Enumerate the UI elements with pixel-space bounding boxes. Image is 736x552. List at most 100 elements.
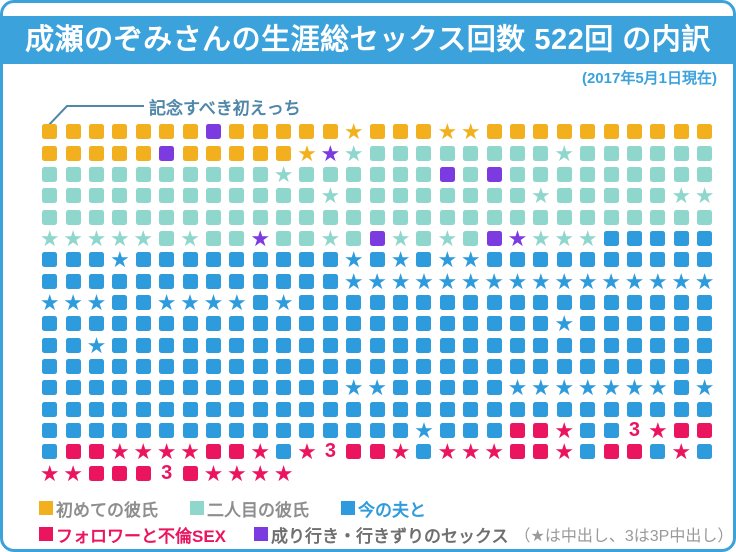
icon-square xyxy=(295,292,318,313)
icon-square xyxy=(85,121,108,142)
grid-row: ★ xyxy=(38,313,716,335)
icon-square xyxy=(132,270,155,291)
icon-square xyxy=(155,313,178,334)
icon-square xyxy=(272,185,295,206)
icon-square xyxy=(225,356,248,377)
icon-square xyxy=(623,313,646,334)
icon-star: ★ xyxy=(414,268,434,294)
icon-star: ★ xyxy=(63,289,83,315)
icon-square xyxy=(249,121,272,142)
icon-square xyxy=(693,441,716,462)
icon-square xyxy=(61,356,84,377)
icon-star: ★ xyxy=(671,268,692,294)
icon-square xyxy=(295,356,318,377)
icon-square xyxy=(506,398,529,419)
icon-square xyxy=(365,292,388,313)
icon-square xyxy=(225,121,248,142)
icon-star: ★ xyxy=(133,439,154,465)
icon-square xyxy=(155,185,178,206)
icon-square xyxy=(670,142,693,163)
icon-square xyxy=(202,142,225,163)
icon-star: ★ xyxy=(694,375,715,401)
icon-square xyxy=(155,249,178,270)
legend-note: （★は中出し、3は3P中出し） xyxy=(514,528,734,545)
icon-star: ★ xyxy=(460,119,481,145)
icon-square xyxy=(155,356,178,377)
icon-square xyxy=(389,121,412,142)
icon-square xyxy=(365,249,388,270)
icon-square xyxy=(646,164,669,185)
yellow-swatch-icon xyxy=(39,501,53,515)
legend-label: 今の夫と xyxy=(358,500,426,520)
icon-star: ★ xyxy=(390,439,411,465)
grid-row: ★ ★ ★ xyxy=(38,119,716,145)
icon-square xyxy=(342,164,365,185)
icon-star: ★ xyxy=(156,289,177,315)
icon-star: ★ xyxy=(86,332,107,358)
icon-square xyxy=(482,313,505,334)
icon-square xyxy=(202,356,225,377)
icon-square xyxy=(389,334,412,355)
icon-square xyxy=(319,398,342,419)
icon-square xyxy=(225,206,248,227)
icon-square xyxy=(155,164,178,185)
icon-square xyxy=(529,398,552,419)
icon-square xyxy=(61,313,84,334)
icon-square xyxy=(576,185,599,206)
icon-square xyxy=(646,228,669,249)
icon-star: ★ xyxy=(320,140,341,166)
icon-square xyxy=(553,292,576,313)
icon-square xyxy=(202,377,225,398)
icon-square xyxy=(85,249,108,270)
icon-square xyxy=(272,420,295,441)
icon-star: ★ xyxy=(273,161,294,187)
legend-item-current-husband: 今の夫と xyxy=(341,496,426,521)
icon-star: ★ xyxy=(250,225,271,251)
icon-square xyxy=(132,377,155,398)
grid-row: ★ ★ ★ ★ ★ ★ 3 ★ ★ ★ ★ ★ ★ xyxy=(38,439,716,465)
icon-square xyxy=(202,441,225,462)
icon-square xyxy=(342,398,365,419)
icon-square xyxy=(529,292,552,313)
icon-square xyxy=(178,463,201,484)
icon-square xyxy=(132,185,155,206)
icon-square xyxy=(459,334,482,355)
icon-star: ★ xyxy=(273,289,294,315)
icon-star: ★ xyxy=(343,119,364,145)
icon-3p: 3 xyxy=(628,418,641,441)
icon-square xyxy=(412,398,435,419)
icon-square xyxy=(155,377,178,398)
icon-square xyxy=(272,334,295,355)
icon-square xyxy=(249,270,272,291)
icon-square xyxy=(365,206,388,227)
icon-square xyxy=(412,313,435,334)
icon-square xyxy=(459,292,482,313)
icon-square xyxy=(38,334,61,355)
icon-square xyxy=(576,313,599,334)
icon-square xyxy=(342,356,365,377)
icon-square xyxy=(108,121,131,142)
teal-swatch-icon xyxy=(190,501,204,515)
icon-star: ★ xyxy=(647,268,668,294)
icon-square xyxy=(202,121,225,142)
icon-square xyxy=(202,206,225,227)
icon-square xyxy=(670,420,693,441)
icon-square xyxy=(646,206,669,227)
icon-square xyxy=(178,164,201,185)
icon-square xyxy=(623,292,646,313)
icon-square xyxy=(646,121,669,142)
icon-square xyxy=(272,313,295,334)
icon-square xyxy=(576,206,599,227)
icon-square xyxy=(225,441,248,462)
icon-square xyxy=(295,249,318,270)
icon-star: ★ xyxy=(437,119,458,145)
icon-star: ★ xyxy=(110,225,130,251)
icon-star: ★ xyxy=(86,225,107,251)
icon-square xyxy=(623,334,646,355)
icon-star: ★ xyxy=(343,140,364,166)
icon-square xyxy=(295,334,318,355)
icon-square xyxy=(436,377,459,398)
icon-star: ★ xyxy=(39,225,60,251)
icon-square xyxy=(646,142,669,163)
icon-square xyxy=(599,249,622,270)
